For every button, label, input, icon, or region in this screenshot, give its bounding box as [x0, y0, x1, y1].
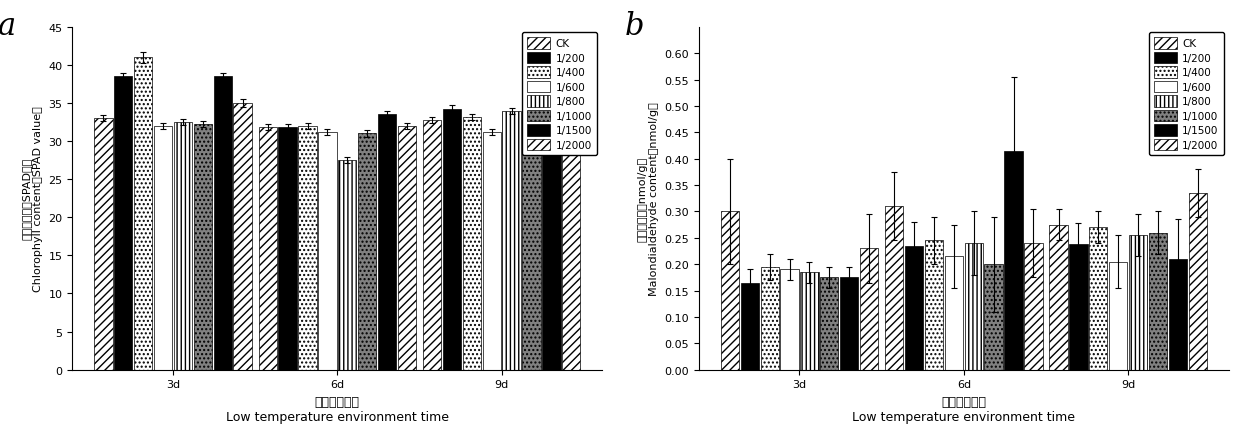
Y-axis label: 丙二醉含量（nmol/g）
Malondialdehyde content（nmol/g）: 丙二醉含量（nmol/g） Malondialdehyde content（nm… [637, 102, 658, 296]
Bar [423, 121, 441, 370]
Bar [985, 265, 1003, 370]
Legend: CK, 1/200, 1/400, 1/600, 1/800, 1/1000, 1/1500, 1/2000: CK, 1/200, 1/400, 1/600, 1/800, 1/1000, … [1148, 33, 1224, 156]
X-axis label: 低温环境时间
Low temperature environment time: 低温环境时间 Low temperature environment time [226, 395, 449, 423]
Bar [259, 128, 277, 370]
Bar [740, 283, 759, 370]
Bar [299, 127, 316, 370]
Bar [965, 243, 983, 370]
Bar [820, 278, 838, 370]
Bar [542, 118, 560, 370]
Bar [1169, 259, 1187, 370]
Bar [174, 123, 192, 370]
Bar [502, 112, 521, 370]
Bar [925, 241, 944, 370]
Bar [1148, 233, 1167, 370]
Bar [720, 212, 739, 370]
Bar [319, 133, 336, 370]
Bar [339, 161, 356, 370]
Bar [193, 125, 212, 370]
Bar [1069, 244, 1087, 370]
Text: a: a [0, 11, 16, 42]
Bar [1089, 228, 1107, 370]
Bar [1024, 243, 1043, 370]
Bar [760, 267, 779, 370]
Bar [800, 273, 818, 370]
Bar [562, 115, 580, 370]
Bar [94, 119, 113, 370]
Bar [134, 58, 153, 370]
X-axis label: 低温环境时间
Low temperature environment time: 低温环境时间 Low temperature environment time [852, 395, 1075, 423]
Bar [839, 278, 858, 370]
Bar [279, 128, 296, 370]
Bar [482, 133, 501, 370]
Legend: CK, 1/200, 1/400, 1/600, 1/800, 1/1000, 1/1500, 1/2000: CK, 1/200, 1/400, 1/600, 1/800, 1/1000, … [522, 33, 598, 156]
Bar [114, 77, 133, 370]
Bar [1128, 236, 1147, 370]
Bar [1189, 194, 1207, 370]
Y-axis label: 叶绿素含量（SPAD値）
Chlorophyll content（SPAD value）: 叶绿素含量（SPAD値） Chlorophyll content（SPAD va… [21, 106, 43, 292]
Bar [780, 270, 799, 370]
Bar [905, 246, 924, 370]
Bar [463, 118, 481, 370]
Bar [945, 256, 963, 370]
Bar [213, 77, 232, 370]
Bar [398, 127, 417, 370]
Bar [885, 207, 904, 370]
Bar [1004, 151, 1023, 370]
Bar [358, 134, 376, 370]
Bar [1049, 225, 1068, 370]
Bar [1109, 262, 1127, 370]
Bar [378, 115, 396, 370]
Text: b: b [625, 11, 644, 42]
Bar [859, 249, 878, 370]
Bar [522, 115, 541, 370]
Bar [154, 127, 172, 370]
Bar [233, 104, 252, 370]
Bar [443, 110, 461, 370]
